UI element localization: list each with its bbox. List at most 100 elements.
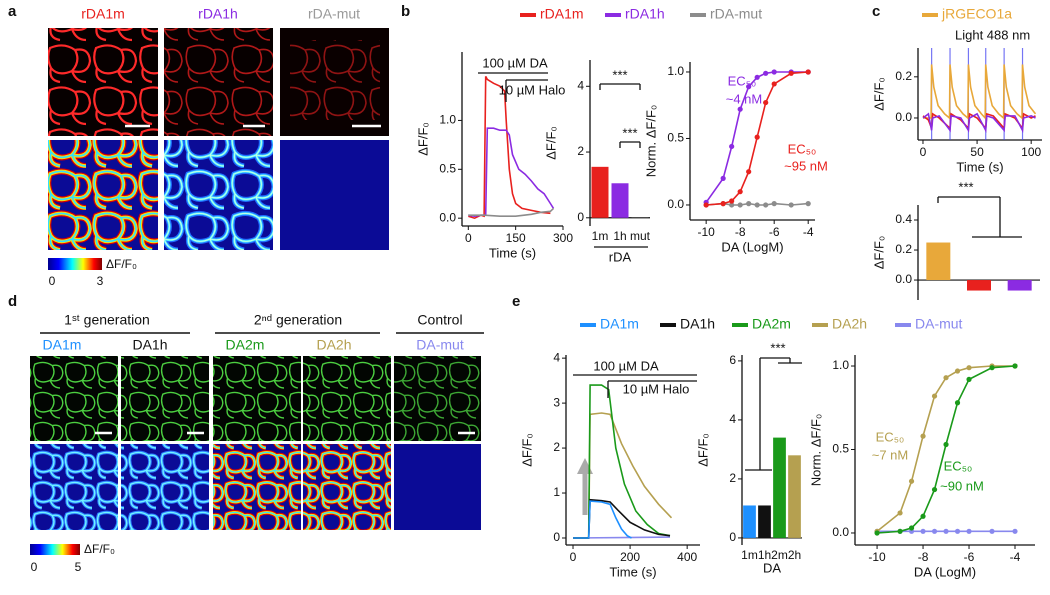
- x-tick-label: 300: [553, 231, 573, 245]
- bar: [773, 437, 786, 538]
- data-point: [746, 169, 752, 175]
- y-tick-label: 0.0: [439, 210, 456, 224]
- data-point: [754, 202, 760, 208]
- series-line: [468, 76, 551, 220]
- colorbar: [30, 544, 80, 555]
- chart: 0 2 4 ΔF/F₀ 1m 1h mut *** *** rDA: [543, 60, 651, 264]
- annotation: ***: [770, 340, 785, 355]
- bar: [788, 455, 801, 538]
- y-tick-label: 0: [729, 530, 736, 544]
- x-tick-label: -4: [803, 225, 814, 239]
- data-point: [943, 375, 949, 381]
- series-line: [923, 64, 1037, 121]
- data-point: [720, 201, 726, 207]
- y-tick-label: 2: [729, 471, 736, 485]
- y-axis-label: ΔF/F₀: [519, 433, 534, 467]
- annotation: EC₅₀: [788, 141, 817, 156]
- y-tick-label: 0.2: [895, 69, 912, 83]
- data-point: [737, 189, 743, 195]
- bar: [631, 217, 649, 219]
- colorbar-label: ΔF/F₀: [84, 542, 115, 556]
- data-point: [763, 70, 769, 76]
- data-point: [943, 441, 949, 448]
- x-tick-label: -6: [769, 225, 780, 239]
- data-point: [746, 84, 752, 90]
- series-line: [706, 202, 809, 206]
- colorbar-tick: 3: [97, 274, 104, 288]
- x-tick-label: -6: [964, 550, 975, 564]
- data-point: [788, 70, 794, 76]
- y-tick-label: 6: [729, 353, 736, 367]
- annotation: 100 µM DA: [482, 55, 548, 70]
- series-line: [877, 365, 1016, 534]
- chart: 0 1 2 3 4 0 200 400 ΔF/F₀ Time (s) 100 µM DA 10 µM …: [519, 350, 700, 579]
- series-line: [705, 71, 809, 203]
- column-title: DA1h: [132, 337, 167, 353]
- y-axis-label: ΔF/F₀: [871, 77, 886, 111]
- data-point: [805, 201, 811, 207]
- panel-label: a: [8, 3, 17, 20]
- column-title: DA2h: [316, 337, 351, 353]
- column-title: DA2m: [226, 337, 265, 353]
- x-axis-label: Time (s): [609, 564, 656, 579]
- data-point: [908, 478, 915, 484]
- legend-entry: DA2m: [752, 316, 791, 332]
- x-tick-label: -8: [735, 225, 746, 239]
- x-tick-label: 1h: [613, 229, 626, 243]
- x-tick-label: -4: [1010, 550, 1021, 564]
- data-point: [737, 202, 743, 208]
- x-axis-label: DA (LogM): [721, 239, 783, 254]
- series-line: [706, 71, 809, 206]
- x-tick-label: 100: [1021, 145, 1041, 159]
- legend-entry: DA2h: [832, 316, 867, 332]
- annotation: EC₅₀: [876, 429, 905, 444]
- series-line: [573, 498, 671, 539]
- y-tick-label: 2: [577, 144, 584, 158]
- chart: 0.0 0.5 1.0 -10 -8 -6 -4 Norm. ΔF/F₀ DA (LogM) EC…: [808, 355, 1035, 579]
- x-tick-label: 1h: [758, 548, 771, 562]
- x-tick-label: 0: [465, 231, 472, 245]
- colorbar-tick: 0: [49, 274, 56, 288]
- panel-label: b: [401, 3, 410, 20]
- x-tick-label: 1m: [592, 229, 609, 243]
- y-tick-label: 0.0: [895, 272, 912, 286]
- data-point: [729, 202, 735, 208]
- x-tick-label: -10: [697, 225, 715, 239]
- x-axis-label: Time (s): [489, 245, 536, 260]
- y-tick-label: 0.5: [832, 442, 849, 456]
- legend-entry: DA1m: [600, 316, 639, 332]
- x-tick-label: -10: [868, 550, 886, 564]
- data-point: [920, 433, 926, 439]
- data-point: [966, 528, 972, 534]
- annotation: ***: [622, 125, 637, 140]
- y-tick-label: 4: [577, 78, 584, 92]
- data-point: [771, 69, 777, 75]
- annotation: 100 µM DA: [593, 358, 659, 373]
- data-point: [966, 365, 972, 371]
- y-tick-label: 1.0: [832, 358, 849, 372]
- y-tick-label: 3: [553, 395, 560, 409]
- x-tick-label: mut: [630, 229, 651, 243]
- annotation: rDA: [609, 249, 632, 264]
- data-point: [897, 510, 903, 516]
- x-tick-label: 150: [506, 231, 526, 245]
- annotation: EC₅₀: [944, 458, 973, 473]
- y-tick-label: 0.4: [895, 212, 912, 226]
- data-point: [729, 198, 735, 204]
- chart: 0.0 0.5 1.0 0 150 300 ΔF/F₀ Time (s) 100 µM DA 10…: [415, 52, 573, 260]
- series-line: [468, 207, 555, 217]
- legend-entry: DA1h: [680, 316, 715, 332]
- y-tick-label: 2: [553, 440, 560, 454]
- data-point: [954, 368, 961, 374]
- data-point: [908, 525, 915, 531]
- data-point: [771, 201, 777, 207]
- y-tick-label: 0.5: [667, 131, 684, 145]
- panel-label: c: [872, 3, 880, 20]
- bar: [1007, 280, 1032, 291]
- data-point: [931, 486, 938, 493]
- light-label: Light 488 nm: [955, 27, 1030, 42]
- data-point: [746, 201, 752, 207]
- chart: 0 2 4 6 ΔF/F₀ 1m 1h 2m 2h *** DA: [695, 340, 802, 575]
- data-point: [920, 528, 926, 534]
